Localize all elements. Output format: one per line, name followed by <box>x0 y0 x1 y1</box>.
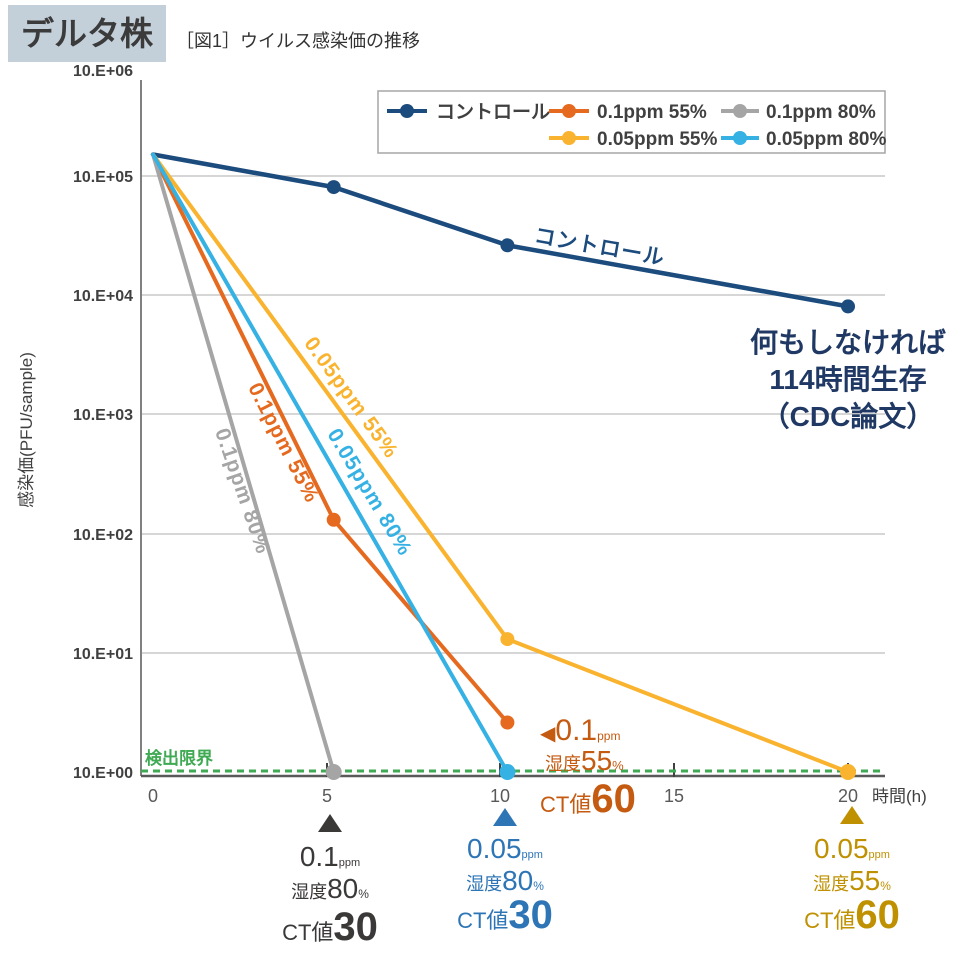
control-note-line1: 何もしなければ <box>750 327 946 358</box>
orange-note-line3: CT値60 <box>540 777 636 821</box>
note-ct-line: CT値30 <box>457 893 553 937</box>
data-point <box>840 764 856 780</box>
x-tick-labels: 0 5 10 15 20 <box>148 786 858 806</box>
series-layer <box>150 152 856 780</box>
variant-badge <box>8 5 166 62</box>
triangle-up-icon <box>840 806 864 824</box>
legend-dot-005ppm-80 <box>733 131 747 145</box>
data-point <box>325 764 342 780</box>
note-value-line: 0.1ppm <box>300 841 360 872</box>
x-axis-title: 時間(h) <box>872 787 927 806</box>
orange-endpoint-note: ◀0.1ppm 湿度55% CT値60 <box>540 714 636 821</box>
series-line-4 <box>151 152 510 774</box>
left-arrow-icon: ◀ <box>540 723 556 745</box>
y-tick: 10.E+05 <box>73 169 133 186</box>
legend-label-005ppm-55: 0.05ppm 55% <box>597 129 717 150</box>
triangle-up-icon <box>318 814 342 832</box>
note-ct-line: CT値60 <box>804 893 900 937</box>
x-tick: 0 <box>148 786 158 806</box>
note-humidity-line: 湿度55% <box>813 865 891 896</box>
note-humidity-line: 湿度80% <box>291 873 369 904</box>
y-tick: 10.E+01 <box>73 646 133 663</box>
legend-dot-01ppm-80 <box>733 104 747 118</box>
y-tick: 10.E+02 <box>73 527 133 544</box>
data-point <box>499 764 516 780</box>
ct-label: CT値 <box>540 792 591 817</box>
line-label-01ppm-80: 0.1ppm 80% <box>210 425 275 557</box>
control-note-line2: 114時間生存 <box>769 363 926 395</box>
legend-dot-01ppm-55 <box>562 104 576 118</box>
ct-value: 60 <box>591 777 636 821</box>
variant-badge-label: デルタ株 <box>21 15 154 52</box>
figure-caption: ［図1］ウイルス感染価の推移 <box>176 31 420 51</box>
data-point <box>500 715 515 730</box>
legend: コントロール 0.1ppm 55% 0.1ppm 80% 0.05ppm 55%… <box>377 90 886 154</box>
x-tick: 15 <box>664 786 684 806</box>
series-line-2 <box>151 152 336 774</box>
x-tick: 10 <box>490 786 510 806</box>
note-ct-line: CT値30 <box>282 905 378 949</box>
series-line-0 <box>150 152 851 309</box>
x-tick: 5 <box>322 786 332 806</box>
control-note-line3: （CDC論文） <box>762 400 935 432</box>
line-label-01ppm-55: 0.1ppm 55% <box>243 379 323 507</box>
legend-dot-control <box>400 104 414 118</box>
y-axis-title: 感染価(PFU/sample) <box>17 352 36 508</box>
note-value-line: 0.05ppm <box>814 833 890 864</box>
y-tick-labels: 10.E+06 10.E+05 10.E+04 10.E+03 10.E+02 … <box>73 63 133 782</box>
legend-label-01ppm-80: 0.1ppm 80% <box>766 102 876 123</box>
orange-note-unit: ppm <box>597 729 620 743</box>
humidity-label: 湿度 <box>545 754 581 774</box>
legend-label-01ppm-55: 0.1ppm 55% <box>597 102 707 123</box>
note-humidity-line: 湿度80% <box>466 865 544 896</box>
data-point <box>500 238 515 253</box>
y-tick: 10.E+04 <box>73 288 133 305</box>
x-tick: 20 <box>838 786 858 806</box>
data-point <box>841 299 855 314</box>
detection-limit-label: 検出限界 <box>145 748 213 768</box>
control-note: 何もしなければ 114時間生存 （CDC論文） <box>750 327 946 432</box>
legend-dot-005ppm-55 <box>562 131 576 145</box>
y-tick: 10.E+06 <box>73 63 133 80</box>
orange-note-value: 0.1 <box>555 714 597 747</box>
humidity-unit: % <box>612 758 624 773</box>
bottom-note-005ppm-80: 0.05ppm 湿度80% CT値30 <box>457 808 553 937</box>
data-point <box>326 180 341 195</box>
y-tick: 10.E+00 <box>73 765 133 782</box>
orange-note-line2: 湿度55% <box>545 745 624 776</box>
legend-label-control: コントロール <box>436 102 550 123</box>
legend-box <box>377 90 886 154</box>
legend-label-005ppm-80: 0.05ppm 80% <box>766 129 886 150</box>
bottom-note-005ppm-55: 0.05ppm 湿度55% CT値60 <box>804 806 900 937</box>
bottom-note-01ppm-80: 0.1ppm 湿度80% CT値30 <box>282 814 378 949</box>
humidity-value: 55 <box>581 745 612 776</box>
series-line-3 <box>151 152 850 774</box>
triangle-up-icon <box>493 808 517 826</box>
note-value-line: 0.05ppm <box>467 833 543 864</box>
y-tick: 10.E+03 <box>73 407 133 424</box>
data-point <box>500 632 515 647</box>
orange-note-line1: ◀0.1ppm <box>540 714 620 747</box>
data-point <box>326 512 341 527</box>
